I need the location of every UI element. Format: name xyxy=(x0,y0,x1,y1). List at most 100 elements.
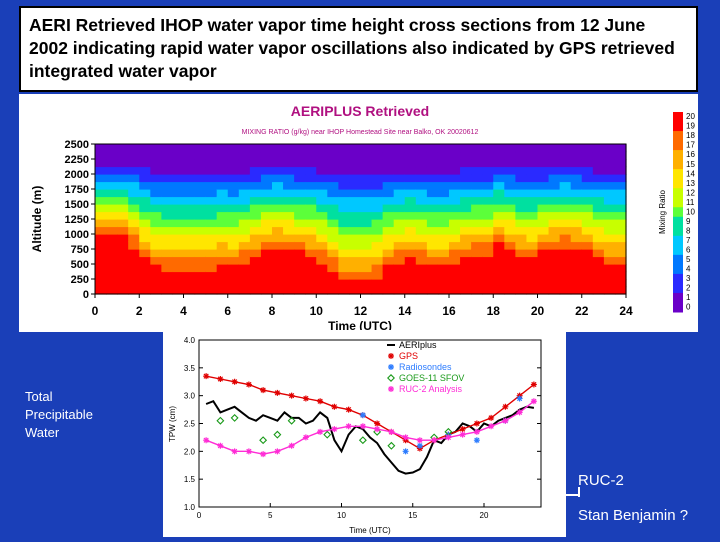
heatmap-cell xyxy=(194,174,207,183)
heatmap-cell xyxy=(338,226,351,235)
tpw-line-chart: 1.0 1.5 2.0 2.5 3.0 3.5 4.0 0 5 10 15 20 Time (UTC) T… xyxy=(168,336,542,535)
heatmap-cell xyxy=(249,166,262,175)
heatmap-cell xyxy=(150,211,162,220)
heatmap-cell xyxy=(460,181,472,190)
heatmap-cell xyxy=(305,196,317,205)
colorbar-segment xyxy=(673,121,683,132)
data-point xyxy=(402,448,409,455)
heatmap-cell xyxy=(349,174,362,183)
heatmap-cell xyxy=(139,279,151,288)
heatmap-cell xyxy=(106,159,118,168)
heatmap-cell xyxy=(360,144,373,153)
heatmap-cell xyxy=(161,166,174,175)
heatmap-cell xyxy=(327,286,339,295)
heatmap-cell xyxy=(249,234,262,243)
heatmap-cell xyxy=(205,286,218,295)
heatmap-cell xyxy=(592,271,605,280)
heatmap-cell xyxy=(95,196,107,205)
data-point xyxy=(530,381,537,388)
heatmap-cell xyxy=(614,234,627,243)
heatmap-cell xyxy=(415,144,428,153)
heatmap-cell xyxy=(404,234,417,243)
heatmap-cell xyxy=(161,144,174,153)
heatmap-cell xyxy=(227,279,240,288)
heatmap-cell xyxy=(360,174,373,183)
heatmap-cell xyxy=(106,151,118,160)
series-aeriplus xyxy=(205,399,535,475)
heatmap-cell xyxy=(150,256,162,265)
data-point xyxy=(359,412,366,419)
heatmap-cell xyxy=(614,249,627,258)
x-tick-label: 16 xyxy=(442,304,456,318)
colorbar-segment xyxy=(673,140,683,151)
heatmap-cell xyxy=(294,166,306,175)
heatmap-cell xyxy=(294,286,306,295)
heatmap-cell xyxy=(117,286,129,295)
heatmap-cell xyxy=(537,264,550,273)
heatmap-cell xyxy=(205,241,218,250)
colorbar-tick-label: 16 xyxy=(686,150,695,159)
heatmap-cell xyxy=(581,211,594,220)
heatmap-cell xyxy=(316,279,328,288)
heatmap-cell xyxy=(449,279,461,288)
heatmap-cell xyxy=(526,196,539,205)
heatmap-cell xyxy=(382,144,395,153)
data-point xyxy=(274,389,281,396)
heatmap-cell xyxy=(238,166,251,175)
data-point xyxy=(374,420,381,427)
heatmap-cell xyxy=(327,279,339,288)
heatmap-cell xyxy=(581,189,594,198)
heatmap-cell xyxy=(305,211,317,220)
series-line xyxy=(205,399,535,475)
slide-title-box: AERI Retrieved IHOP water vapor time hei… xyxy=(19,6,698,92)
heatmap-cell xyxy=(260,279,273,288)
heatmap-cell xyxy=(283,241,295,250)
heatmap-cell xyxy=(294,159,306,168)
heatmap-cell xyxy=(216,219,229,228)
heatmap-cell xyxy=(614,144,627,153)
heatmap-cell xyxy=(327,219,339,228)
heatmap-cell xyxy=(294,211,306,220)
heatmap-cell xyxy=(548,234,561,243)
heatmap-cell xyxy=(393,256,406,265)
heatmap-cell xyxy=(95,264,107,273)
heatmap-cell xyxy=(349,256,362,265)
heatmap-cell xyxy=(592,166,605,175)
heatmap-cell xyxy=(449,241,461,250)
heatmap-cell xyxy=(437,204,450,213)
heatmap-cell xyxy=(183,241,196,250)
heatmap-cell xyxy=(260,181,273,190)
colorbar-segment xyxy=(673,226,683,237)
heatmap-cell xyxy=(482,181,494,190)
data-point xyxy=(374,426,381,433)
heatmap-cell xyxy=(327,166,339,175)
heatmap-cell xyxy=(614,219,627,228)
heatmap-cell xyxy=(393,174,406,183)
x-tick-label: 20 xyxy=(480,511,489,520)
heatmap-cell xyxy=(548,181,561,190)
heatmap-cell xyxy=(592,249,605,258)
heatmap-cell xyxy=(471,144,483,153)
heatmap-cell xyxy=(294,249,306,258)
heatmap-cell xyxy=(161,174,174,183)
heatmap-cell xyxy=(460,256,472,265)
heatmap-cell xyxy=(415,159,428,168)
heatmap-cell xyxy=(128,204,140,213)
heatmap-cell xyxy=(548,159,561,168)
heatmap-cell xyxy=(548,256,561,265)
slide-title: AERI Retrieved IHOP water vapor time hei… xyxy=(29,15,675,81)
heatmap-cell xyxy=(404,226,417,235)
heatmap-cell xyxy=(205,181,218,190)
heatmap-cell xyxy=(515,211,528,220)
heatmap-cell xyxy=(471,189,483,198)
heatmap-cell xyxy=(426,189,439,198)
heatmap-cell xyxy=(471,196,483,205)
colorbar-segment xyxy=(673,131,683,142)
colorbar-tick-label: 14 xyxy=(686,169,695,178)
heatmap-cell xyxy=(471,226,483,235)
heatmap-cell xyxy=(537,219,550,228)
heatmap-cell xyxy=(393,196,406,205)
heatmap-cell xyxy=(449,189,461,198)
heatmap-cell xyxy=(482,159,494,168)
